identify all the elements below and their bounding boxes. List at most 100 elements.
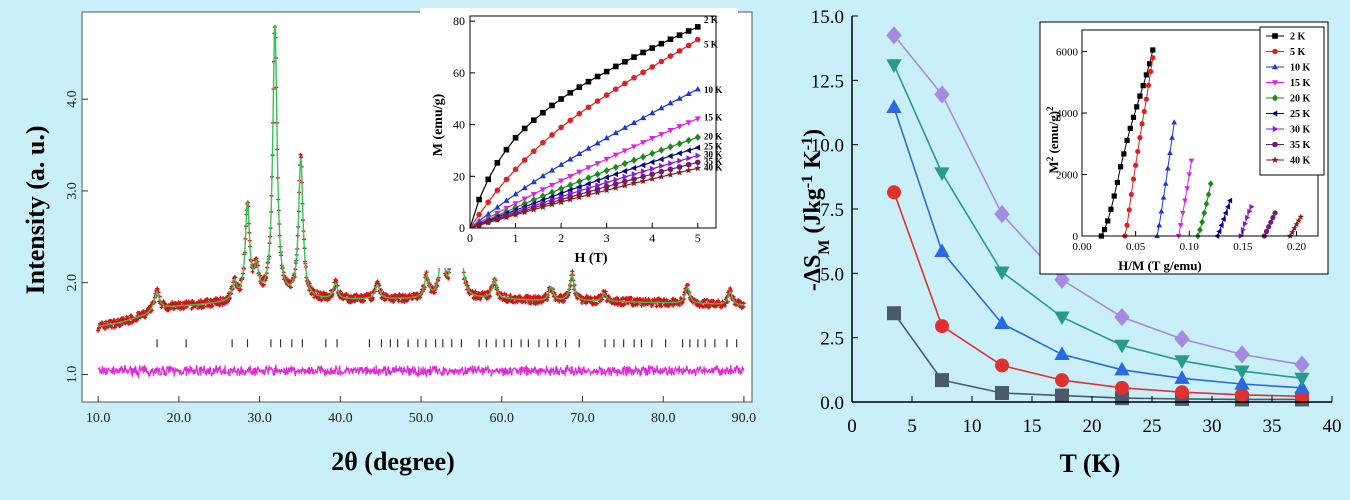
arrott-legend-marker [1271, 94, 1279, 102]
mh-data-point [667, 128, 674, 134]
arrott-data-point [1272, 210, 1278, 216]
mh-data-point [630, 156, 638, 164]
entropy-data-point [887, 306, 901, 321]
arrott-x-tick-label: 0.15 [1233, 241, 1253, 253]
mh-data-point [603, 166, 610, 175]
mh-data-point [612, 163, 619, 171]
mh-data-point [640, 168, 647, 175]
mh-data-point [694, 24, 701, 30]
mh-data-point [630, 164, 637, 172]
arrott-data-point [1130, 176, 1137, 182]
mh-data-point [649, 64, 656, 70]
entropy-data-point [1054, 311, 1070, 326]
mh-data-point [485, 199, 492, 205]
entropy-y-label-part: -1 [799, 175, 816, 188]
arrott-data-point [1143, 72, 1149, 78]
mh-data-point [512, 166, 519, 173]
arrott-data-point [1188, 158, 1195, 164]
arrott-data-point [1139, 121, 1145, 127]
entropy-data-point [1054, 346, 1070, 360]
mh-curve-label: 5 K [704, 40, 718, 50]
mh-inset-chart: 2 K 5 K 10 K 15 K 20 K25 K30 K35 K40 K 0 1 2 3 4 5… [420, 8, 738, 268]
arrott-data-point [1145, 82, 1152, 88]
mh-x-tick-label: 0 [467, 231, 473, 245]
arrott-data-point [1148, 68, 1154, 75]
arrott-data-point [1171, 119, 1178, 125]
arrott-legend-label: 15 K [1290, 78, 1311, 89]
mh-data-point [549, 132, 555, 138]
mh-data-point [621, 159, 628, 168]
entropy-data-point [1294, 355, 1310, 374]
mh-data-point [694, 116, 701, 122]
mh-data-point [503, 197, 510, 203]
mh-data-point [612, 171, 619, 178]
entropy-data-point [1054, 270, 1070, 289]
mh-data-point [649, 158, 655, 166]
mh-data-point [621, 182, 629, 189]
arrott-legend-marker [1272, 48, 1278, 55]
mh-data-point [540, 109, 546, 116]
arrott-legend-label: 20 K [1290, 94, 1311, 105]
mh-data-point [585, 145, 592, 151]
mh-data-point [594, 188, 601, 196]
entropy-series-2 [886, 99, 1310, 394]
mh-data-point [485, 210, 492, 217]
entropy-data-point [886, 59, 902, 73]
arrott-data-point [1216, 228, 1222, 235]
mh-x-tick-label: 2 [558, 231, 564, 245]
mh-data-point [530, 148, 537, 155]
entropy-data-point [1294, 379, 1310, 394]
mh-data-point [621, 148, 628, 154]
mh-curve-label: 40 K [704, 162, 722, 172]
arrott-legend-marker [1271, 156, 1279, 163]
mh-data-point [603, 134, 610, 141]
mh-data-point [585, 191, 592, 198]
mh-data-point [567, 181, 574, 189]
arrott-y-tick-label: 4000 [1056, 108, 1079, 120]
mh-data-point [566, 195, 574, 203]
entropy-data-point [934, 243, 950, 258]
entropy-data-point [1174, 370, 1190, 384]
mh-data-point [685, 42, 692, 49]
entropy-data-point [1115, 380, 1129, 395]
xrd-x-tick-label: 90.0 [732, 411, 757, 426]
mh-data-point [668, 160, 674, 167]
mh-data-point [630, 119, 638, 126]
xrd-y-tick-label: 4.0 [65, 90, 80, 108]
entropy-x-tick-label: 5 [907, 416, 917, 437]
xrd-y-tick-label: 2.0 [65, 274, 80, 292]
arrott-data-point [1179, 210, 1186, 216]
mh-data-point [649, 149, 656, 158]
arrott-data-point [1162, 180, 1169, 186]
mh-data-point [694, 159, 701, 166]
mh-data-point [640, 114, 647, 121]
mh-data-point [667, 53, 674, 59]
mh-curve-label: 30 K [704, 150, 722, 160]
entropy-y-label-part: ) [800, 129, 826, 137]
mh-data-point [576, 177, 583, 186]
mh-data-point [512, 190, 519, 197]
mh-data-point [512, 134, 519, 141]
entropy-series-3 [886, 59, 1310, 387]
arrott-data-point [1130, 114, 1137, 120]
arrott-series-10k [1154, 119, 1178, 239]
arrott-data-point [1289, 228, 1296, 235]
mh-data-point [476, 196, 482, 203]
arrott-y-label-part: 2 [1045, 156, 1055, 161]
mh-data-point [639, 162, 646, 169]
xrd-x-tick-label: 30.0 [247, 411, 272, 426]
mh-data-point [539, 187, 546, 193]
arrott-data-point [1118, 164, 1124, 170]
mh-data-point [658, 156, 664, 163]
entropy-chart: 0 5 10 15 20 25 30 35 400.02.55.07.510.012.515.0… [799, 7, 1342, 478]
arrott-series-25k [1214, 197, 1233, 239]
mh-data-point [557, 198, 565, 206]
entropy-data-point [1114, 339, 1130, 354]
mh-data-point [686, 155, 692, 162]
mh-data-point [649, 171, 656, 178]
arrott-legend: 2 K 5 K 10 K 15 K 20 K 25 K 30 K 35 K 40 K [1259, 26, 1325, 176]
arrott-data-point [1199, 218, 1206, 226]
entropy-data-point [935, 319, 949, 334]
mh-data-point [612, 63, 619, 70]
mh-axes: 2 K 5 K 10 K 15 K 20 K25 K30 K35 K40 K 0 1 2 3 4 5… [453, 14, 722, 245]
